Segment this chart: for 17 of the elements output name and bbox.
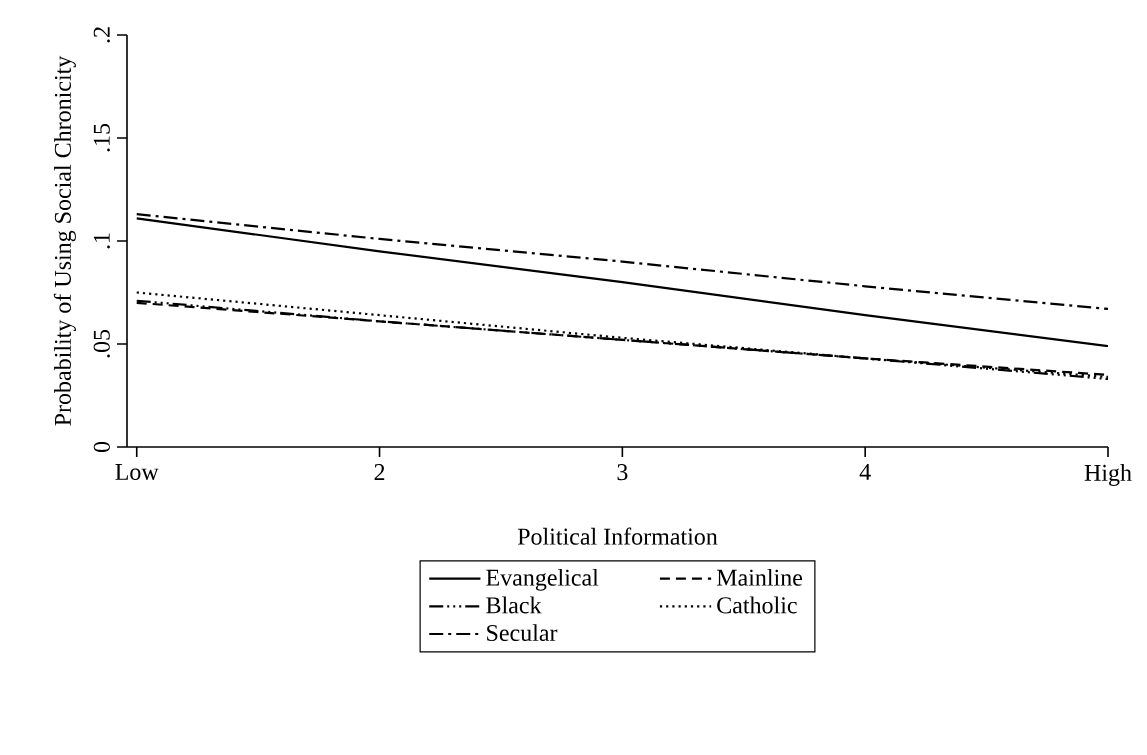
legend-label: Black <box>486 596 542 614</box>
y-tick-label: .15 <box>93 123 110 152</box>
y-tick-label: .2 <box>93 27 110 43</box>
x-axis-title: Political Information <box>517 527 718 545</box>
x-tick-label: 2 <box>374 464 385 480</box>
x-tick-label: High <box>1084 464 1132 486</box>
x-tick-label: 3 <box>617 464 628 481</box>
y-tick-label: .05 <box>93 329 110 358</box>
y-axis-title: Probability of Using Social Chronicity <box>53 55 76 426</box>
legend-label: Mainline <box>716 568 803 586</box>
x-tick-label: 4 <box>859 464 871 480</box>
x-tick-label: Low <box>115 464 159 480</box>
legend-label: Evangelical <box>486 568 599 591</box>
y-tick-label: .1 <box>93 233 110 249</box>
legend-label: Catholic <box>717 596 797 614</box>
legend-label: Secular <box>487 624 558 642</box>
y-tick-label: 0 <box>93 441 110 453</box>
